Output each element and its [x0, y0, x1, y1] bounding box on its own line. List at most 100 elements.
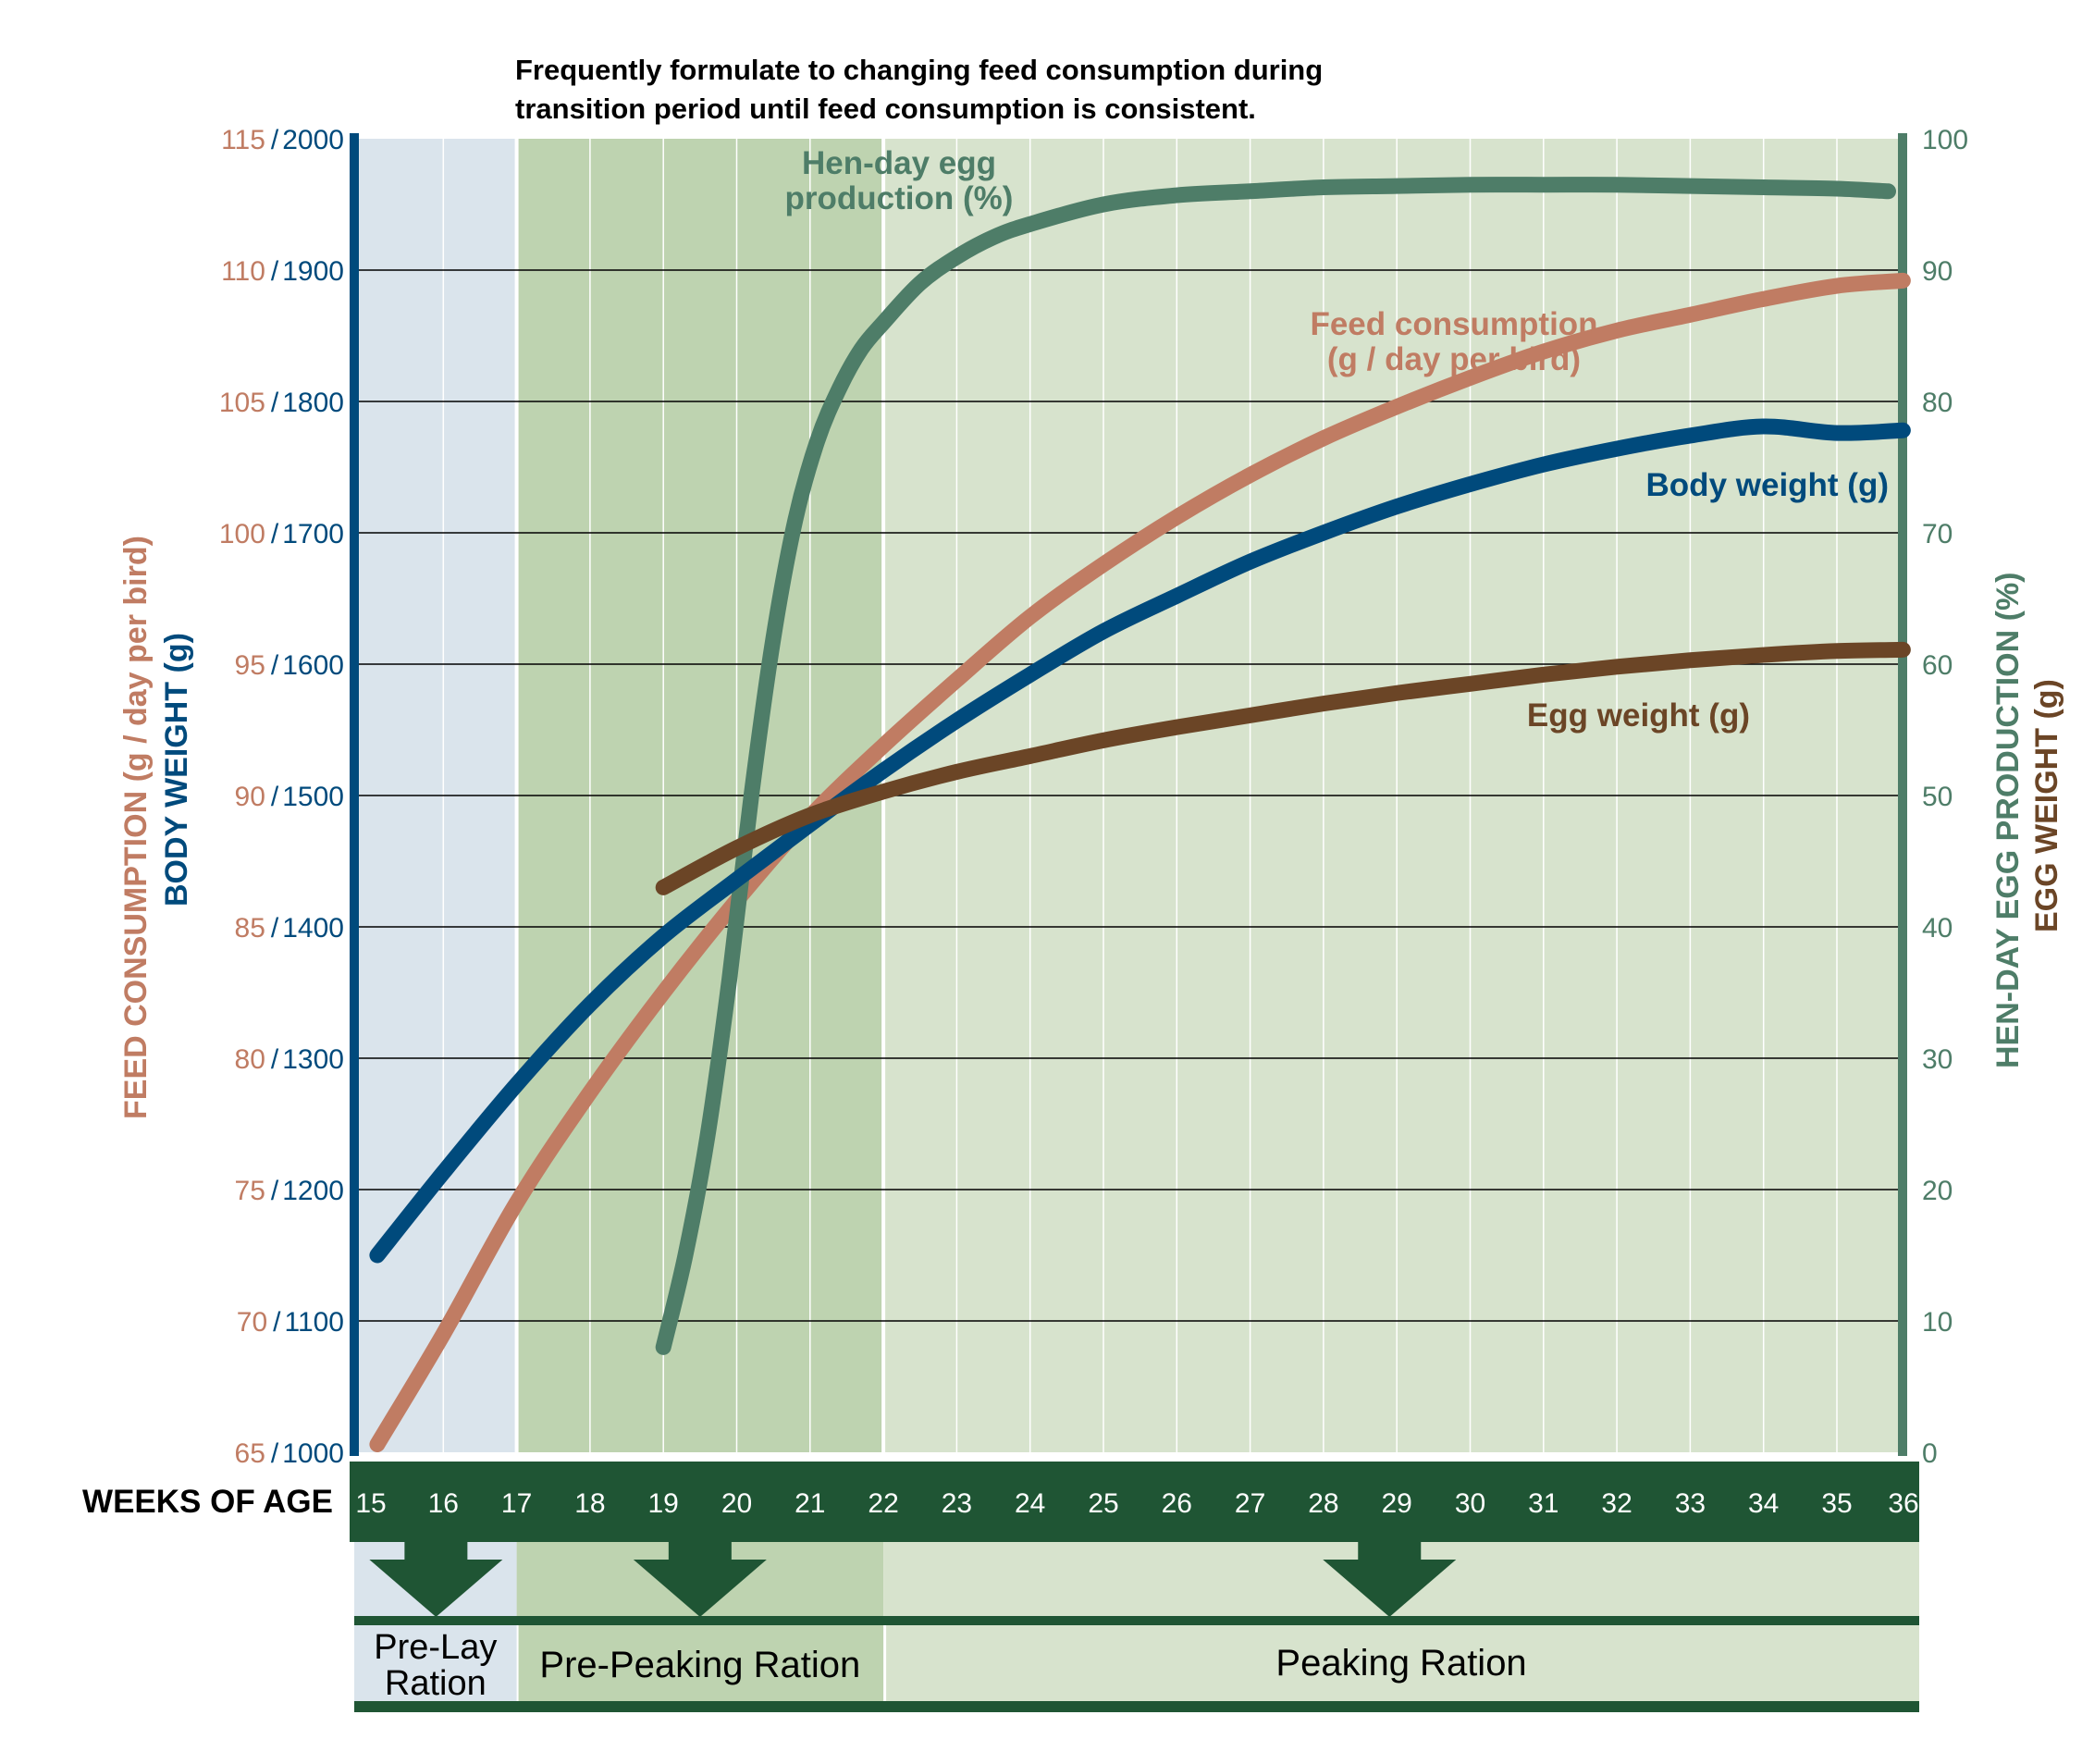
week-tick-label: 28: [1308, 1488, 1338, 1519]
body-tick-value: 1800: [282, 388, 344, 418]
feed-tick-value: 95: [235, 650, 265, 681]
left-tick-label: 85/1400: [235, 913, 344, 944]
hen-day-label-line-1: Hen-day egg: [802, 145, 996, 181]
feed-tick-value: 75: [235, 1176, 265, 1206]
right-axis-bar: [1898, 133, 1907, 1456]
left-tick-label: 90/1500: [235, 782, 344, 812]
pre-peaking-ration-label: Pre-Peaking Ration: [539, 1645, 860, 1685]
feed-tick-value: 70: [237, 1307, 267, 1338]
feed-consumption-label-line-1: Feed consumption: [1310, 306, 1597, 342]
left-axis-title-body: BODY WEIGHT (g): [159, 633, 194, 907]
feed-tick-value: 105: [219, 388, 265, 418]
right-tick-label: 90: [1922, 256, 1953, 287]
tick-separator: /: [271, 1044, 279, 1075]
body-tick-value: 1900: [282, 256, 344, 287]
tick-separator: /: [271, 782, 279, 812]
feed-tick-value: 80: [235, 1044, 265, 1075]
week-tick-label: 23: [942, 1488, 972, 1519]
left-tick-label: 115/2000: [221, 125, 344, 155]
horizontal-gridlines: [356, 269, 1903, 1322]
feed-tick-value: 115: [221, 125, 265, 155]
ration-pre-peaking-cell: [518, 1625, 884, 1701]
left-tick-label: 65/1000: [235, 1438, 344, 1469]
body-tick-value: 1300: [282, 1044, 344, 1075]
body-tick-value: 2000: [282, 125, 344, 155]
right-tick-label: 100: [1922, 125, 1968, 155]
body-tick-value: 1000: [282, 1438, 344, 1469]
body-tick-value: 1400: [282, 913, 344, 944]
right-tick-label: 50: [1922, 782, 1953, 812]
feed-tick-value: 65: [235, 1438, 265, 1469]
right-axis-title-egg: EGG WEIGHT (g): [2029, 679, 2064, 932]
right-tick-label: 0: [1922, 1438, 1938, 1469]
ration-arrows: [369, 1542, 1457, 1617]
hen-day-egg-production-line: [655, 177, 1897, 1355]
tick-separator: /: [271, 1176, 279, 1206]
ration-band-bottom-border: [354, 1701, 1919, 1712]
right-tick-label: 60: [1922, 650, 1953, 681]
body-weight-line: [369, 418, 1911, 1264]
feed-tick-value: 90: [235, 782, 265, 812]
tick-separator: /: [271, 1438, 279, 1469]
hen-day-label-line-2: production (%): [785, 180, 1014, 216]
peaking-ration-label: Peaking Ration: [1275, 1643, 1526, 1684]
body-tick-value: 1100: [284, 1307, 344, 1338]
right-tick-label: 70: [1922, 519, 1953, 549]
left-axis-title-feed: FEED CONSUMPTION (g / day per bird): [118, 536, 154, 1119]
week-tick-label: 26: [1162, 1488, 1192, 1519]
left-tick-label: 75/1200: [235, 1176, 344, 1206]
right-tick-label: 10: [1922, 1307, 1953, 1338]
pre-lay-ration-label-line-1: Pre-Lay: [374, 1628, 497, 1667]
left-tick-label: 100/1700: [219, 519, 344, 549]
body-tick-value: 1200: [282, 1176, 344, 1206]
ration-band-top-border: [354, 1616, 1919, 1625]
ration-pre-lay-cell: [354, 1625, 517, 1701]
week-tick-label: 22: [868, 1488, 898, 1519]
tick-separator: /: [271, 125, 279, 155]
week-tick-label: 24: [1015, 1488, 1045, 1519]
egg-weight-line: [655, 641, 1911, 895]
left-tick-label: 110/1900: [221, 256, 344, 287]
down-arrow: [633, 1542, 767, 1617]
left-tick-label: 95/1600: [235, 650, 344, 681]
left-axis-tick-labels: 115/2000110/1900105/1800100/170095/16009…: [219, 125, 344, 1469]
left-axis-bar: [350, 133, 359, 1456]
tick-separator: /: [273, 1307, 281, 1338]
right-tick-label: 30: [1922, 1044, 1953, 1075]
week-tick-label: 35: [1821, 1488, 1852, 1519]
tick-separator: /: [271, 650, 279, 681]
feed-tick-value: 85: [235, 913, 265, 944]
week-tick-label: 36: [1888, 1488, 1918, 1519]
week-tick-label: 16: [428, 1488, 459, 1519]
body-tick-value: 1600: [282, 650, 344, 681]
down-arrow: [369, 1542, 503, 1617]
note-line-2: transition period until feed consumption…: [515, 93, 1256, 125]
feed-tick-value: 100: [219, 519, 265, 549]
weeks-tick-labels: 15 16 17 18 19 20 21 22 23 24 25 26 27 28 29 30 31 32 33 34…: [355, 1488, 1918, 1519]
feed-consumption-label-line-2: (g / day per bird): [1327, 341, 1581, 377]
egg-weight-label: Egg weight (g): [1527, 697, 1750, 734]
x-axis-title: WEEKS OF AGE: [82, 1484, 333, 1520]
right-tick-label: 20: [1922, 1176, 1953, 1206]
pre-lay-ration-label-line-2: Ration: [385, 1664, 487, 1703]
series-layer: [369, 177, 1911, 1452]
right-tick-label: 40: [1922, 913, 1953, 944]
tick-separator: /: [271, 519, 279, 549]
week-tick-label: 21: [795, 1488, 825, 1519]
right-tick-label: 80: [1922, 388, 1953, 418]
week-tick-label: 32: [1601, 1488, 1632, 1519]
week-tick-label: 31: [1528, 1488, 1558, 1519]
note-line-1: Frequently formulate to changing feed co…: [515, 54, 1323, 86]
ration-peaking-cell: [886, 1625, 1919, 1701]
tick-separator: /: [271, 256, 279, 287]
week-tick-label: 30: [1455, 1488, 1485, 1519]
week-tick-label: 15: [355, 1488, 386, 1519]
right-axis-title-hen: HEN-DAY EGG PRODUCTION (%): [1990, 573, 2026, 1069]
weeks-axis-band: [350, 1462, 1919, 1542]
week-tick-label: 20: [721, 1488, 752, 1519]
feed-consumption-line: [369, 272, 1911, 1452]
week-tick-label: 34: [1748, 1488, 1779, 1519]
left-tick-label: 105/1800: [219, 388, 344, 418]
